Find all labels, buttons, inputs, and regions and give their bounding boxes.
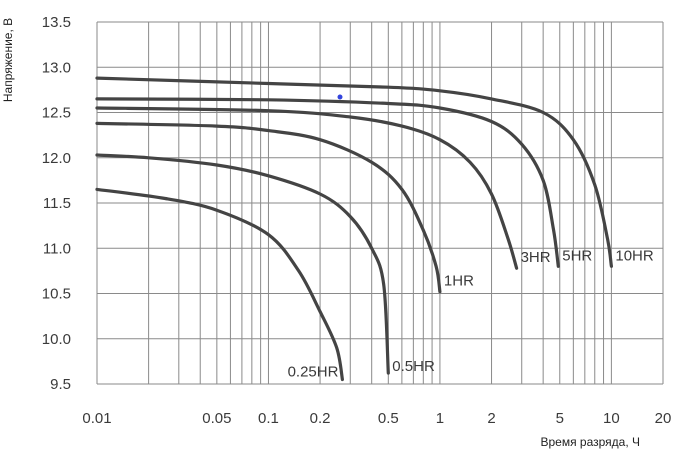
x-tick-label: 0.2 xyxy=(310,410,331,427)
y-tick-label: 9.5 xyxy=(50,376,71,393)
curve-label: 0.25HR xyxy=(288,363,339,380)
x-tick-label: 20 xyxy=(655,410,672,427)
x-tick-label: 0.5 xyxy=(378,410,399,427)
x-tick-label: 0.1 xyxy=(258,410,279,427)
curve-10hr xyxy=(95,76,613,268)
y-tick-label: 11.5 xyxy=(43,195,71,212)
horizontal-gridlines xyxy=(97,21,663,385)
y-tick-label: 12.0 xyxy=(42,150,71,167)
y-tick-label: 13.0 xyxy=(42,59,71,76)
y-tick-label: 10.5 xyxy=(42,286,71,303)
y-tick-labels: 9.5 10.0 10.5 11.0 11.5 12.0 12.5 13.0 13.5 xyxy=(42,14,71,393)
curve-label: 10HR xyxy=(615,247,654,264)
x-tick-label: 0.01 xyxy=(82,410,111,427)
curve-0_25hr xyxy=(95,187,344,382)
x-axis-title: Время разряда, Ч xyxy=(540,435,640,449)
y-axis-title: Напряжение, В xyxy=(1,18,15,102)
y-tick-label: 12.5 xyxy=(42,105,71,122)
curve-3hr xyxy=(95,106,519,270)
y-tick-label: 11.0 xyxy=(43,240,71,257)
x-tick-label: 2 xyxy=(487,410,495,427)
x-tick-label: 5 xyxy=(556,410,564,427)
curve-5hr xyxy=(95,97,560,268)
curve-label: 1HR xyxy=(444,273,474,290)
curve-label: 5HR xyxy=(562,247,592,264)
curve-label: 3HR xyxy=(521,249,551,266)
curve-label: 0.5HR xyxy=(392,358,435,375)
y-tick-label: 13.5 xyxy=(42,14,71,31)
x-tick-label: 0.05 xyxy=(202,410,231,427)
x-tick-labels: 0.01 0.05 0.1 0.2 0.5 1 2 5 10 20 xyxy=(82,410,671,427)
curve-0_5hr xyxy=(95,153,390,375)
y-tick-label: 10.0 xyxy=(42,331,71,348)
curve-labels: 0.25HR 0.5HR 1HR 3HR 5HR 10HR xyxy=(288,247,654,380)
discharge-curves xyxy=(95,76,613,382)
marker-dot xyxy=(337,94,343,100)
x-tick-label: 10 xyxy=(603,410,620,427)
curve-1hr xyxy=(95,121,442,294)
x-tick-label: 1 xyxy=(436,410,444,427)
